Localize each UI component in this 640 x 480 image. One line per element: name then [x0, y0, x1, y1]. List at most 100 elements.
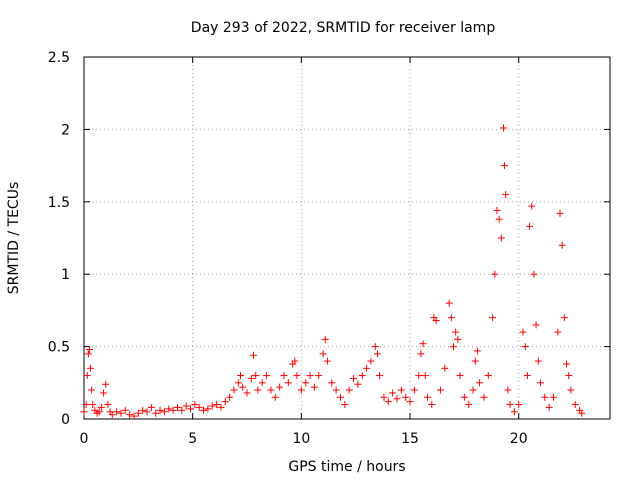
data-point	[567, 386, 575, 394]
data-point	[252, 372, 260, 380]
data-point	[165, 405, 173, 413]
data-point	[126, 411, 134, 419]
data-point	[271, 393, 279, 401]
data-point	[423, 393, 431, 401]
data-point	[541, 393, 549, 401]
data-point	[83, 372, 91, 380]
data-point	[195, 403, 203, 411]
data-point	[499, 124, 507, 132]
data-point	[321, 335, 329, 343]
data-point	[554, 328, 562, 336]
data-point	[160, 408, 168, 416]
data-point	[187, 405, 195, 413]
data-point	[371, 343, 379, 351]
data-point	[432, 317, 440, 325]
data-point	[447, 314, 455, 322]
data-point	[397, 386, 405, 394]
data-point	[267, 386, 275, 394]
data-point	[173, 403, 181, 411]
data-point	[491, 270, 499, 278]
x-tick-label: 10	[292, 431, 310, 447]
data-point	[410, 386, 418, 394]
data-point	[532, 321, 540, 329]
data-point	[97, 403, 105, 411]
data-point	[284, 379, 292, 387]
data-point	[291, 357, 299, 365]
data-point	[536, 379, 544, 387]
data-point	[258, 379, 266, 387]
data-point	[254, 386, 262, 394]
data-point	[130, 412, 138, 420]
data-point	[350, 374, 358, 382]
data-point	[306, 372, 314, 380]
data-point	[102, 380, 110, 388]
data-point	[471, 357, 479, 365]
data-point	[239, 383, 247, 391]
data-point	[402, 393, 410, 401]
data-point	[104, 401, 112, 409]
data-point	[519, 328, 527, 336]
data-point	[445, 299, 453, 307]
data-point	[389, 389, 397, 397]
data-point	[384, 398, 392, 406]
data-point	[493, 206, 501, 214]
x-tick-label: 20	[510, 431, 528, 447]
data-point	[121, 406, 129, 414]
data-point	[243, 389, 251, 397]
data-point	[421, 372, 429, 380]
data-point	[549, 393, 557, 401]
data-point	[367, 357, 375, 365]
data-point	[526, 222, 534, 230]
data-point	[501, 162, 509, 170]
data-point	[502, 191, 510, 199]
data-point	[152, 409, 160, 417]
data-point	[221, 398, 229, 406]
data-point	[563, 360, 571, 368]
chart-title: Day 293 of 2022, SRMTID for receiver lam…	[191, 20, 496, 36]
data-point	[82, 401, 90, 409]
data-point	[558, 241, 566, 249]
data-point	[234, 379, 242, 387]
data-point	[436, 386, 444, 394]
data-point	[450, 343, 458, 351]
data-point	[506, 401, 514, 409]
data-point	[328, 379, 336, 387]
data-point	[147, 403, 155, 411]
y-tick-label: 0	[61, 412, 70, 428]
data-point	[204, 405, 212, 413]
data-point	[263, 372, 271, 380]
data-point	[510, 408, 518, 416]
data-point	[156, 406, 164, 414]
data-point	[454, 335, 462, 343]
y-tick-label: 1	[61, 267, 70, 283]
data-point	[89, 401, 97, 409]
data-point	[230, 386, 238, 394]
data-point	[578, 409, 586, 417]
data-point	[250, 351, 258, 359]
data-markers	[80, 124, 586, 420]
data-point	[310, 383, 318, 391]
data-point	[406, 398, 414, 406]
data-point	[280, 372, 288, 380]
data-point	[497, 234, 505, 242]
data-point	[415, 372, 423, 380]
data-point	[139, 406, 147, 414]
data-point	[452, 328, 460, 336]
data-point	[208, 402, 216, 410]
data-point	[319, 350, 327, 358]
data-point	[545, 403, 553, 411]
data-point	[441, 364, 449, 372]
data-point	[484, 372, 492, 380]
grid-lines	[84, 57, 610, 419]
data-point	[560, 314, 568, 322]
data-point	[341, 401, 349, 409]
data-point	[182, 402, 190, 410]
data-point	[521, 343, 529, 351]
data-point	[200, 406, 208, 414]
data-point	[178, 406, 186, 414]
x-axis-label: GPS time / hours	[288, 459, 405, 475]
data-point	[217, 403, 225, 411]
data-point	[380, 393, 388, 401]
axis-ticks	[83, 56, 610, 420]
